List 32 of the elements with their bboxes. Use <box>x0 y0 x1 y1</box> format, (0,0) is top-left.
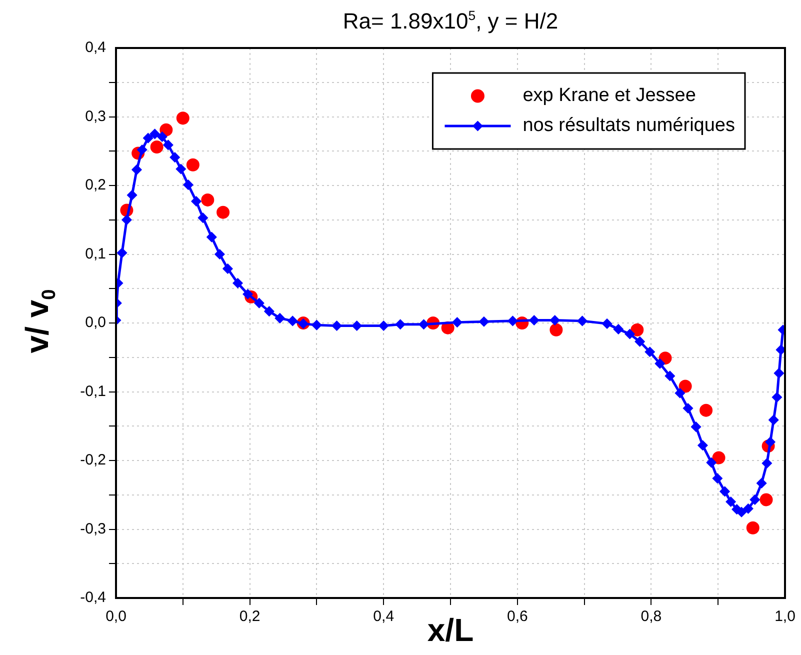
point <box>216 206 230 219</box>
y-tick-label: -0,2 <box>80 452 106 469</box>
point <box>176 112 190 125</box>
point <box>186 158 200 172</box>
point <box>160 123 173 136</box>
point <box>201 193 214 206</box>
point <box>550 323 563 336</box>
y-tick-label: 0,1 <box>85 245 106 262</box>
x-tick-label: 0,6 <box>506 608 528 626</box>
point <box>760 493 773 506</box>
y-tick-label: -0,4 <box>80 589 106 606</box>
y-tick-label: 0,4 <box>85 39 106 56</box>
point <box>712 451 726 464</box>
y-tick-label: -0,1 <box>80 382 106 400</box>
y-tick-label: 0,3 <box>85 108 106 125</box>
x-axis-title: x/L <box>427 612 474 648</box>
point <box>678 380 692 393</box>
y-tick-label: -0,3 <box>80 520 106 538</box>
x-tick-label: 0,8 <box>640 608 662 626</box>
x-tick-label: 0,4 <box>373 608 394 626</box>
point <box>700 404 713 417</box>
x-tick-label: 1,0 <box>774 608 796 626</box>
point <box>150 140 164 154</box>
legend-label: nos résultats numériques <box>522 115 736 136</box>
y-tick-label: 0,2 <box>85 176 106 194</box>
point <box>746 521 760 534</box>
legend-label: exp Krane et Jessee <box>522 85 696 106</box>
y-tick-label: 0,0 <box>85 314 106 332</box>
x-tick-label: 0,2 <box>239 608 260 626</box>
point <box>630 323 644 336</box>
x-tick-label: 0,0 <box>106 608 126 626</box>
chart-title: Ra= 1.89x10$^{5}$, y = H/2 <box>342 8 560 34</box>
